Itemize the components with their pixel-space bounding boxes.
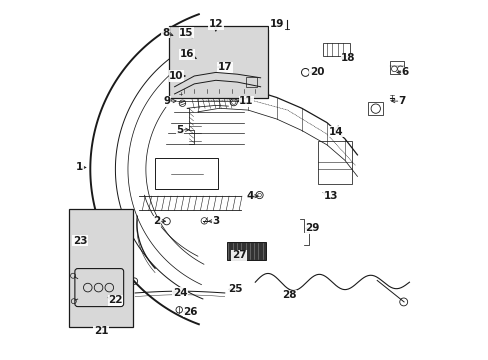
Text: 15: 15	[179, 28, 193, 38]
Text: 27: 27	[231, 250, 246, 260]
Text: 26: 26	[183, 307, 198, 317]
Bar	[169, 26, 267, 98]
Text: 5: 5	[176, 125, 183, 135]
Bar	[155, 158, 217, 189]
Text: 9: 9	[163, 96, 171, 106]
Text: 16: 16	[180, 49, 194, 59]
Text: 24: 24	[172, 288, 187, 298]
Text: 28: 28	[282, 291, 296, 301]
Bar	[367, 102, 383, 116]
Text: 7: 7	[398, 96, 405, 106]
Text: 10: 10	[169, 71, 183, 81]
Text: 17: 17	[217, 62, 232, 72]
Text: 4: 4	[245, 191, 253, 201]
Text: 22: 22	[108, 295, 122, 305]
Text: 11: 11	[239, 96, 253, 106]
Bar	[226, 242, 265, 260]
Text: 23: 23	[73, 236, 87, 246]
Text: 8: 8	[162, 28, 169, 38]
Bar	[69, 209, 133, 327]
Text: 2: 2	[153, 216, 160, 226]
Text: 21: 21	[94, 326, 108, 336]
Text: 18: 18	[341, 53, 355, 63]
Bar	[317, 140, 351, 184]
Bar	[389, 60, 403, 74]
Bar	[323, 42, 349, 56]
Text: 12: 12	[208, 19, 223, 29]
Text: 20: 20	[309, 67, 324, 77]
Text: 13: 13	[323, 191, 337, 201]
Text: 25: 25	[228, 284, 242, 294]
Bar	[246, 77, 257, 87]
Text: 6: 6	[401, 67, 408, 77]
Text: 14: 14	[328, 127, 343, 136]
Text: 1: 1	[76, 162, 83, 172]
Text: 3: 3	[212, 216, 219, 226]
Text: 19: 19	[269, 19, 284, 29]
Text: 29: 29	[305, 224, 319, 233]
